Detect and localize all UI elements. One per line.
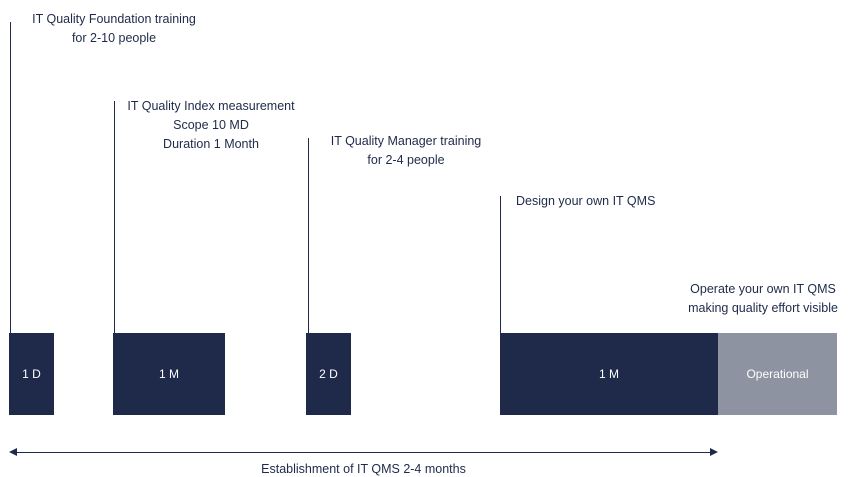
milestone-line-design-qms [500,196,501,333]
phase-block-manager-training: 2 D [306,333,351,415]
milestone-label-quality-index: IT Quality Index measurement Scope 10 MD… [120,97,302,154]
milestone-label-line: Scope 10 MD [173,118,249,132]
milestone-label-operate-qms: Operate your own IT QMS making quality e… [680,280,846,318]
milestone-label-line: Duration 1 Month [163,137,259,151]
milestone-label-manager-training: IT Quality Manager training for 2-4 peop… [322,132,490,170]
milestone-label-line: IT Quality Foundation training [32,12,196,26]
milestone-label-line: for 2-4 people [367,153,445,167]
milestone-label-foundation-training: IT Quality Foundation training for 2-10 … [26,10,202,48]
phase-block-foundation-training: 1 D [9,333,54,415]
milestone-line-foundation-training [10,22,11,333]
timeline-caption: Establishment of IT QMS 2-4 months [261,462,466,476]
milestone-label-line: IT Quality Manager training [330,134,482,148]
milestone-label-line: IT Quality Index measurement [127,99,295,113]
timeline-arrow-right-icon [710,448,718,456]
timeline-arrow-left-icon [9,448,17,456]
milestone-label-design-qms: Design your own IT QMS [516,192,676,211]
phase-block-design-qms: 1 M [500,333,718,415]
milestone-label-line: making quality effort visible [688,301,838,315]
phase-block-operational: Operational [718,333,837,415]
milestone-label-line: Operate your own IT QMS [690,282,836,296]
milestone-label-line: Design your own IT QMS [516,194,656,208]
timeline-arrow-line [14,452,710,453]
milestone-line-quality-index [114,101,115,333]
phase-block-quality-index: 1 M [113,333,225,415]
milestone-line-manager-training [308,138,309,333]
milestone-label-line: for 2-10 people [71,31,157,45]
